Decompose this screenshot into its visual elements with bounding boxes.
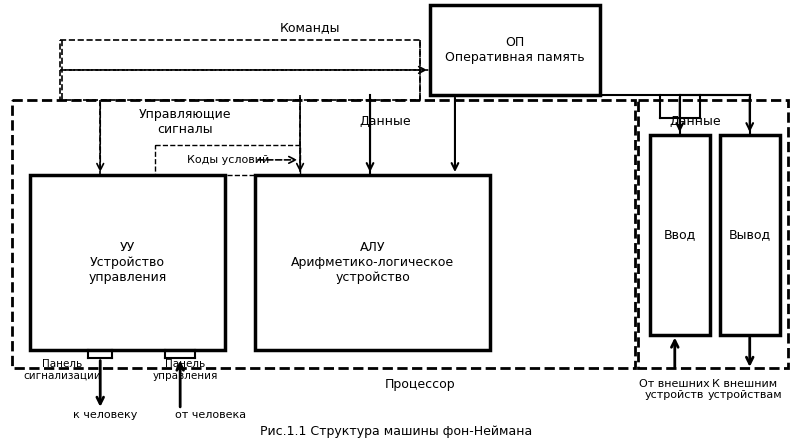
Bar — [430, 5, 600, 95]
Text: Ввод: Ввод — [664, 228, 696, 241]
Text: К внешним
устройствам: К внешним устройствам — [707, 379, 782, 400]
Text: к человеку: к человеку — [73, 410, 137, 420]
Text: ОП
Оперативная память: ОП Оперативная память — [445, 36, 584, 64]
Bar — [255, 175, 490, 350]
Text: Рис.1.1 Структура машины фон-Неймана: Рис.1.1 Структура машины фон-Неймана — [260, 425, 533, 438]
Bar — [60, 40, 420, 100]
Text: от человека: от человека — [174, 410, 246, 420]
Bar — [13, 100, 635, 368]
Text: Коды условий: Коды условий — [186, 155, 269, 165]
Bar — [155, 145, 300, 175]
Text: Вывод: Вывод — [729, 228, 771, 241]
Bar — [638, 100, 787, 368]
Text: От внешних
устройств: От внешних устройств — [639, 379, 711, 400]
Text: Панель
управления: Панель управления — [152, 359, 218, 381]
Text: Панель
сигнализации: Панель сигнализации — [23, 359, 102, 381]
Text: АЛУ
Арифметико-логическое
устройство: АЛУ Арифметико-логическое устройство — [291, 241, 454, 284]
Text: Процессор: Процессор — [385, 378, 455, 391]
Text: Данные: Данные — [669, 115, 721, 128]
Text: Управляющие
сигналы: Управляющие сигналы — [139, 108, 232, 136]
Bar — [30, 175, 225, 350]
Text: Команды: Команды — [280, 22, 340, 34]
Bar — [720, 135, 780, 335]
Text: УУ
Устройство
управления: УУ Устройство управления — [89, 241, 167, 284]
Bar — [649, 135, 710, 335]
Text: Данные: Данные — [359, 115, 411, 128]
